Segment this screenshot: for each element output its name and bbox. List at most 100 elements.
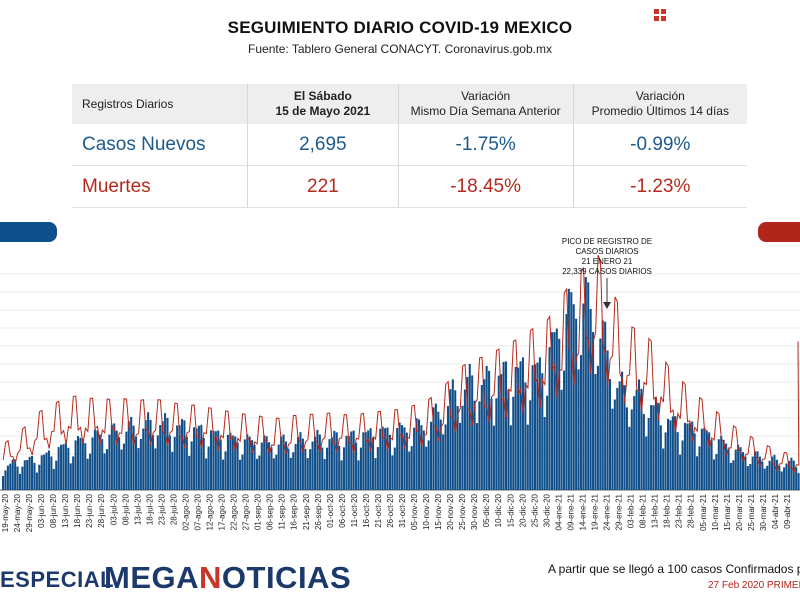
- cases-bar: [108, 434, 111, 490]
- cases-bar: [171, 451, 174, 490]
- cases-bar: [47, 450, 51, 490]
- cases-bar: [197, 425, 200, 490]
- cases-bar: [526, 424, 529, 490]
- cases-bar: [110, 424, 113, 490]
- cases-bar: [367, 430, 370, 490]
- cases-bar: [16, 466, 19, 490]
- cases-bar: [768, 460, 771, 490]
- cases-bar: [770, 456, 774, 490]
- cases-bar: [594, 374, 597, 490]
- cases-bar: [732, 460, 735, 490]
- cases-bar: [164, 413, 167, 490]
- cases-bar: [330, 437, 333, 490]
- cases-bar: [212, 430, 215, 490]
- cases-bar: [509, 425, 512, 490]
- cases-bar: [176, 425, 179, 490]
- cases-bar: [38, 464, 41, 490]
- cases-bar: [222, 459, 225, 490]
- cases-bar: [546, 395, 549, 490]
- cases-bar: [606, 350, 609, 490]
- cases-bar: [417, 419, 420, 490]
- cases-bar: [754, 451, 757, 490]
- x-tick-label: 20-mar-21: [735, 493, 744, 530]
- cases-bar: [371, 437, 375, 490]
- cases-bar: [156, 435, 159, 490]
- x-tick-label: 08-feb-21: [639, 493, 648, 528]
- cases-bar: [185, 436, 188, 490]
- cases-bar: [345, 435, 348, 490]
- x-tick-label: 06-sep-20: [266, 493, 275, 530]
- cases-bar: [737, 444, 740, 490]
- cases-bar: [439, 419, 442, 490]
- cases-bar: [681, 440, 684, 490]
- cases-bar: [683, 422, 686, 490]
- cases-bar: [577, 369, 580, 490]
- cases-bar: [570, 292, 573, 490]
- x-tick-label: 31-oct-20: [398, 493, 407, 527]
- cases-bar: [173, 436, 176, 490]
- cases-legend-tab: [0, 222, 57, 242]
- x-tick-label: 08-jul-20: [121, 493, 130, 525]
- cases-bar: [374, 458, 377, 490]
- cases-bar: [529, 400, 532, 490]
- cases-bar: [534, 364, 537, 490]
- cases-bar: [538, 357, 541, 490]
- cases-bar: [674, 416, 677, 490]
- cases-bar: [420, 425, 423, 490]
- x-tick-label: 11-oct-20: [350, 493, 359, 527]
- annotation-arrow-head: [603, 302, 611, 309]
- cases-bar: [6, 465, 9, 490]
- cases-bar: [589, 308, 592, 490]
- cases-bar: [277, 444, 280, 490]
- cases-bar: [304, 448, 307, 490]
- cases-bar: [427, 440, 430, 490]
- x-tick-label: 23-feb-21: [675, 493, 684, 528]
- cases-bar: [608, 379, 612, 490]
- peak-annotation: PICO DE REGISTRO DE CASOS DIARIOS 21 ENE…: [562, 238, 652, 309]
- annotation-line-4: 22,339 CASOS DIARIOS: [562, 267, 652, 276]
- col-var-week-line2: Mismo Día Semana Anterior: [410, 104, 561, 118]
- cases-bar: [773, 454, 776, 490]
- cases-bar: [657, 402, 660, 490]
- col-date-header: El Sábado 15 de Mayo 2021: [246, 84, 399, 124]
- cases-bar: [548, 347, 551, 490]
- cases-bar: [688, 422, 691, 490]
- cases-bar: [708, 432, 711, 490]
- cases-bar: [621, 371, 624, 490]
- x-tick-label: 30-nov-20: [470, 493, 479, 530]
- cases-bar: [272, 458, 275, 490]
- cases-bar: [72, 456, 75, 490]
- cases-bar: [442, 434, 445, 490]
- cases-bar: [299, 432, 302, 490]
- x-tick-label: 18-jun-20: [73, 493, 82, 527]
- cases-bar: [335, 432, 338, 490]
- cases-bar: [654, 398, 657, 490]
- cases-bar: [234, 436, 237, 490]
- cases-bar: [81, 438, 84, 490]
- cases-bar: [45, 452, 48, 490]
- x-tick-label: 12-ago-20: [206, 493, 215, 530]
- cases-bar: [89, 453, 92, 490]
- cases-bar: [253, 444, 256, 490]
- cases-bar: [311, 441, 314, 490]
- cases-bar: [18, 473, 21, 490]
- cases-bar: [316, 429, 319, 490]
- cases-bar: [541, 373, 544, 490]
- cases-bar: [258, 455, 261, 490]
- cases-bar: [202, 437, 205, 490]
- footer-brand-logo: MEGANOTICIAS: [104, 560, 351, 596]
- cases-bar: [647, 418, 650, 490]
- cases-bar: [4, 470, 7, 490]
- cases-bar: [292, 452, 295, 490]
- x-tick-label: 10-nov-20: [422, 493, 431, 530]
- cases-bar: [69, 463, 72, 490]
- cases-bar: [350, 431, 353, 490]
- cases-bar: [758, 456, 761, 490]
- x-tick-label: 28-jul-20: [169, 493, 178, 525]
- cases-value: 2,695: [246, 124, 399, 166]
- cases-bar: [86, 458, 89, 490]
- cases-bar: [761, 461, 764, 490]
- cases-bar: [96, 430, 99, 490]
- cases-bar: [35, 472, 38, 490]
- cases-bar: [567, 288, 570, 490]
